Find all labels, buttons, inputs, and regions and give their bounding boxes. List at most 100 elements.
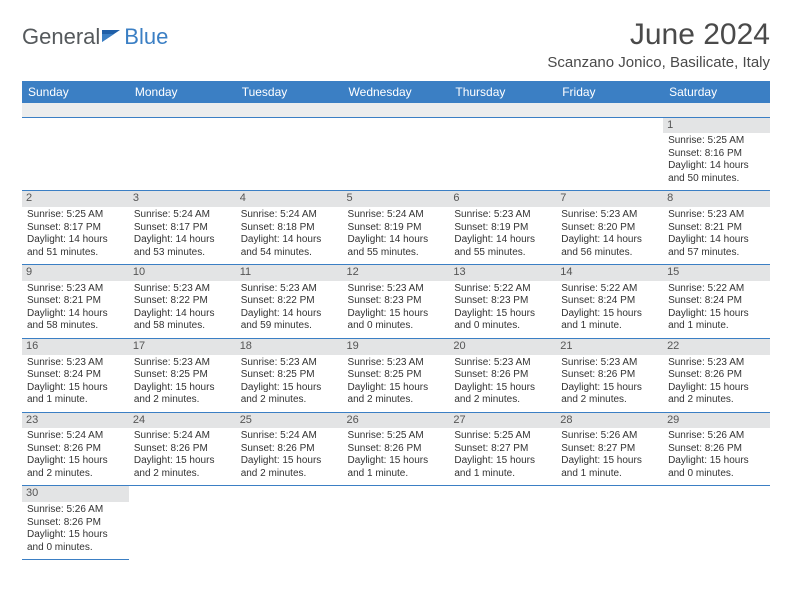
daylight-text: Daylight: 14 hours and 59 minutes. <box>241 308 338 333</box>
calendar-cell: 5Sunrise: 5:24 AMSunset: 8:19 PMDaylight… <box>343 191 450 265</box>
day-number: 20 <box>449 339 556 355</box>
calendar-cell: 18Sunrise: 5:23 AMSunset: 8:25 PMDayligh… <box>236 338 343 412</box>
daylight-text: Daylight: 14 hours and 51 minutes. <box>27 234 124 259</box>
spacer-row <box>22 103 770 117</box>
daylight-text: Daylight: 15 hours and 2 minutes. <box>241 455 338 480</box>
sunrise-text: Sunrise: 5:26 AM <box>668 430 765 443</box>
daylight-text: Daylight: 15 hours and 1 minute. <box>561 308 658 333</box>
calendar-cell <box>663 486 770 560</box>
logo: General Blue <box>22 24 168 50</box>
sunset-text: Sunset: 8:27 PM <box>561 443 658 456</box>
sunrise-text: Sunrise: 5:24 AM <box>241 209 338 222</box>
daylight-text: Daylight: 15 hours and 1 minute. <box>27 382 124 407</box>
day-number: 26 <box>343 413 450 429</box>
calendar-cell <box>129 117 236 191</box>
calendar-cell <box>343 486 450 560</box>
sunrise-text: Sunrise: 5:23 AM <box>561 357 658 370</box>
day-number: 30 <box>22 486 129 502</box>
day-number: 22 <box>663 339 770 355</box>
sunset-text: Sunset: 8:16 PM <box>668 148 765 161</box>
sunrise-text: Sunrise: 5:24 AM <box>134 430 231 443</box>
sunset-text: Sunset: 8:23 PM <box>454 295 551 308</box>
day-number: 2 <box>22 191 129 207</box>
page-header: General Blue June 2024 Scanzano Jonico, … <box>22 18 770 71</box>
sunset-text: Sunset: 8:24 PM <box>561 295 658 308</box>
calendar-cell <box>556 117 663 191</box>
daylight-text: Daylight: 15 hours and 2 minutes. <box>134 382 231 407</box>
sunrise-text: Sunrise: 5:24 AM <box>241 430 338 443</box>
calendar-cell: 11Sunrise: 5:23 AMSunset: 8:22 PMDayligh… <box>236 265 343 339</box>
sunrise-text: Sunrise: 5:24 AM <box>134 209 231 222</box>
daylight-text: Daylight: 15 hours and 1 minute. <box>561 455 658 480</box>
calendar-cell <box>129 486 236 560</box>
sunset-text: Sunset: 8:17 PM <box>134 222 231 235</box>
sunrise-text: Sunrise: 5:23 AM <box>348 283 445 296</box>
sunrise-text: Sunrise: 5:22 AM <box>454 283 551 296</box>
sunset-text: Sunset: 8:26 PM <box>241 443 338 456</box>
daylight-text: Daylight: 15 hours and 2 minutes. <box>27 455 124 480</box>
sunrise-text: Sunrise: 5:23 AM <box>241 357 338 370</box>
day-number: 1 <box>663 118 770 134</box>
calendar-cell: 14Sunrise: 5:22 AMSunset: 8:24 PMDayligh… <box>556 265 663 339</box>
daylight-text: Daylight: 14 hours and 55 minutes. <box>454 234 551 259</box>
location-label: Scanzano Jonico, Basilicate, Italy <box>547 54 770 71</box>
logo-text-2: Blue <box>124 24 168 50</box>
calendar-cell: 23Sunrise: 5:24 AMSunset: 8:26 PMDayligh… <box>22 412 129 486</box>
sunset-text: Sunset: 8:17 PM <box>27 222 124 235</box>
day-number: 19 <box>343 339 450 355</box>
daylight-text: Daylight: 15 hours and 1 minute. <box>348 455 445 480</box>
day-number: 16 <box>22 339 129 355</box>
day-number: 23 <box>22 413 129 429</box>
day-number: 8 <box>663 191 770 207</box>
calendar-cell: 13Sunrise: 5:22 AMSunset: 8:23 PMDayligh… <box>449 265 556 339</box>
sunrise-text: Sunrise: 5:23 AM <box>454 209 551 222</box>
sunset-text: Sunset: 8:20 PM <box>561 222 658 235</box>
day-number: 9 <box>22 265 129 281</box>
sunrise-text: Sunrise: 5:25 AM <box>668 135 765 148</box>
day-number: 14 <box>556 265 663 281</box>
calendar-cell: 21Sunrise: 5:23 AMSunset: 8:26 PMDayligh… <box>556 338 663 412</box>
calendar-week: 1Sunrise: 5:25 AMSunset: 8:16 PMDaylight… <box>22 117 770 191</box>
day-number: 18 <box>236 339 343 355</box>
sunset-text: Sunset: 8:25 PM <box>348 369 445 382</box>
daylight-text: Daylight: 14 hours and 50 minutes. <box>668 160 765 185</box>
day-number: 5 <box>343 191 450 207</box>
calendar-cell: 4Sunrise: 5:24 AMSunset: 8:18 PMDaylight… <box>236 191 343 265</box>
calendar-cell: 16Sunrise: 5:23 AMSunset: 8:24 PMDayligh… <box>22 338 129 412</box>
day-number: 17 <box>129 339 236 355</box>
calendar-cell: 22Sunrise: 5:23 AMSunset: 8:26 PMDayligh… <box>663 338 770 412</box>
daylight-text: Daylight: 15 hours and 0 minutes. <box>348 308 445 333</box>
sunset-text: Sunset: 8:27 PM <box>454 443 551 456</box>
flag-icon <box>102 24 122 50</box>
sunrise-text: Sunrise: 5:23 AM <box>241 283 338 296</box>
daylight-text: Daylight: 15 hours and 0 minutes. <box>668 455 765 480</box>
day-number: 29 <box>663 413 770 429</box>
sunset-text: Sunset: 8:21 PM <box>668 222 765 235</box>
sunrise-text: Sunrise: 5:26 AM <box>561 430 658 443</box>
day-number: 28 <box>556 413 663 429</box>
sunrise-text: Sunrise: 5:23 AM <box>561 209 658 222</box>
sunrise-text: Sunrise: 5:22 AM <box>668 283 765 296</box>
sunrise-text: Sunrise: 5:23 AM <box>454 357 551 370</box>
calendar-cell: 15Sunrise: 5:22 AMSunset: 8:24 PMDayligh… <box>663 265 770 339</box>
sunrise-text: Sunrise: 5:23 AM <box>134 283 231 296</box>
sunset-text: Sunset: 8:25 PM <box>241 369 338 382</box>
sunrise-text: Sunrise: 5:23 AM <box>668 209 765 222</box>
calendar-week: 30Sunrise: 5:26 AMSunset: 8:26 PMDayligh… <box>22 486 770 560</box>
sunrise-text: Sunrise: 5:23 AM <box>348 357 445 370</box>
sunset-text: Sunset: 8:26 PM <box>27 517 124 530</box>
daylight-text: Daylight: 15 hours and 0 minutes. <box>27 529 124 554</box>
calendar-cell <box>449 486 556 560</box>
day-header: Tuesday <box>236 81 343 103</box>
day-number: 12 <box>343 265 450 281</box>
daylight-text: Daylight: 14 hours and 56 minutes. <box>561 234 658 259</box>
title-block: June 2024 Scanzano Jonico, Basilicate, I… <box>547 18 770 71</box>
daylight-text: Daylight: 14 hours and 55 minutes. <box>348 234 445 259</box>
daylight-text: Daylight: 14 hours and 58 minutes. <box>134 308 231 333</box>
daylight-text: Daylight: 15 hours and 2 minutes. <box>561 382 658 407</box>
day-number: 4 <box>236 191 343 207</box>
calendar-cell <box>556 486 663 560</box>
day-header: Friday <box>556 81 663 103</box>
calendar-cell: 30Sunrise: 5:26 AMSunset: 8:26 PMDayligh… <box>22 486 129 560</box>
sunset-text: Sunset: 8:26 PM <box>134 443 231 456</box>
